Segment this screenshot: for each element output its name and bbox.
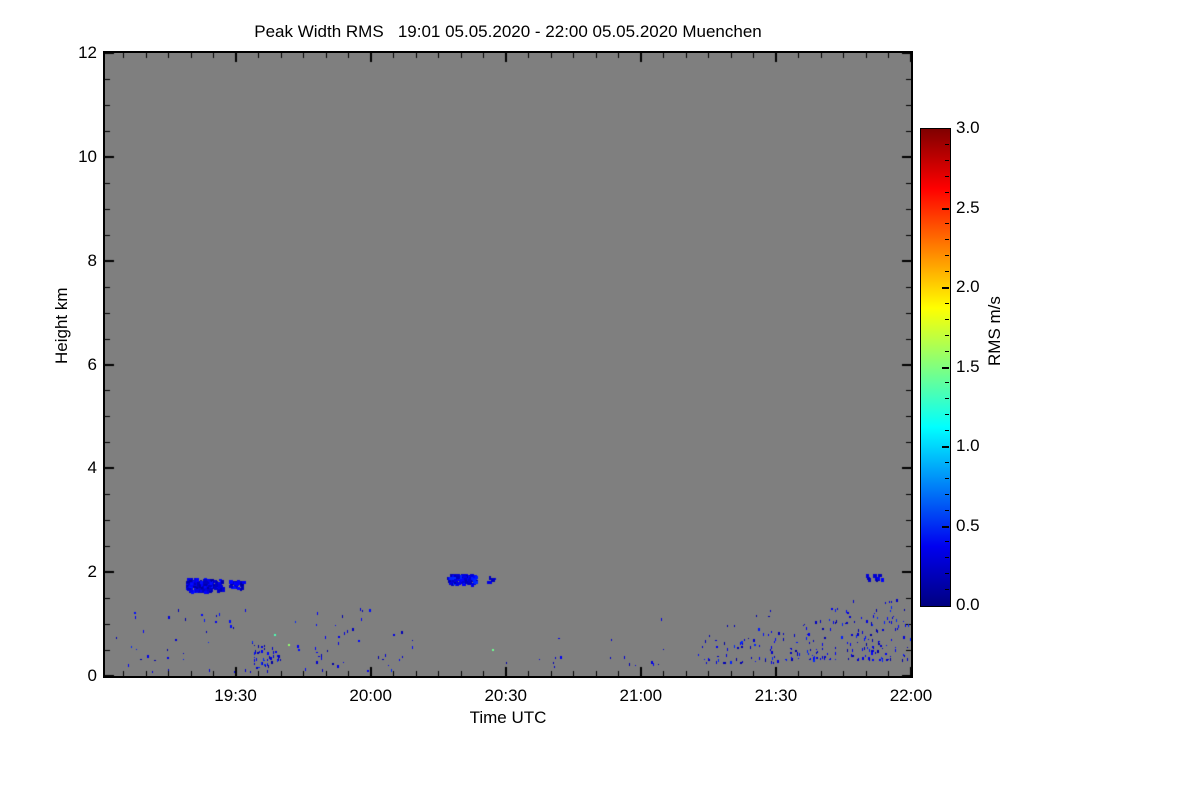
plot-area (103, 51, 913, 678)
x-tick-label: 20:00 (349, 686, 392, 705)
colorbar-gradient (920, 128, 951, 607)
y-tick-label: 4 (87, 458, 97, 478)
colorbar-minor-tick (945, 462, 949, 463)
y-tick-label: 12 (78, 43, 97, 62)
colorbar-minor-tick (945, 351, 949, 352)
colorbar-tick-label: 1.5 (956, 356, 980, 376)
colorbar-minor-tick (945, 255, 949, 256)
colorbar-minor-tick (945, 144, 949, 145)
x-tick-label: 19:30 (214, 686, 257, 705)
colorbar-tick-label: 0.0 (956, 595, 980, 614)
colorbar-minor-tick (945, 223, 949, 224)
colorbar-minor-tick (945, 239, 949, 240)
colorbar-major-tick (942, 287, 949, 289)
colorbar-minor-tick (945, 414, 949, 415)
x-tick-label: 21:30 (754, 686, 798, 705)
colorbar-major-tick (942, 526, 949, 528)
x-tick-label: 20:30 (484, 686, 527, 705)
x-tick-label: 21:00 (619, 686, 663, 705)
colorbar-minor-tick (945, 176, 949, 177)
y-tick-label: 6 (87, 354, 97, 374)
colorbar-minor-tick (945, 271, 949, 272)
chart-title: Peak Width RMS 19:01 05.05.2020 - 22:00 … (254, 22, 762, 41)
colorbar-tick-label: 2.0 (956, 277, 980, 296)
heatmap-canvas (105, 53, 911, 676)
colorbar-tick-label: 0.5 (956, 515, 980, 535)
colorbar-minor-tick (945, 541, 949, 542)
colorbar-major-tick (942, 446, 949, 448)
x-axis-title: Time UTC (469, 708, 547, 727)
y-tick-label: 0 (87, 666, 97, 685)
colorbar-tick-label: 3.0 (956, 118, 980, 137)
colorbar-tick-label: 2.5 (956, 197, 980, 217)
colorbar-minor-tick (945, 478, 949, 479)
colorbar-minor-tick (945, 319, 949, 320)
colorbar-minor-tick (945, 303, 949, 304)
colorbar-minor-tick (945, 494, 949, 495)
colorbar-minor-tick (945, 557, 949, 558)
colorbar-minor-tick (945, 430, 949, 431)
colorbar-minor-tick (945, 510, 949, 511)
colorbar-major-tick (942, 367, 949, 369)
colorbar-major-tick (942, 208, 949, 210)
colorbar-minor-tick (945, 382, 949, 383)
y-tick-label: 8 (87, 250, 97, 270)
colorbar-minor-tick (945, 589, 949, 590)
colorbar-minor-tick (945, 335, 949, 336)
colorbar-tick-label: 1.0 (956, 436, 980, 455)
colorbar-minor-tick (945, 573, 949, 574)
x-tick-label: 22:00 (889, 686, 933, 705)
y-tick-label: 10 (78, 146, 97, 166)
colorbar-minor-tick (945, 192, 949, 193)
colorbar-minor-tick (945, 398, 949, 399)
y-tick-label: 2 (87, 562, 97, 582)
colorbar-minor-tick (945, 160, 949, 161)
